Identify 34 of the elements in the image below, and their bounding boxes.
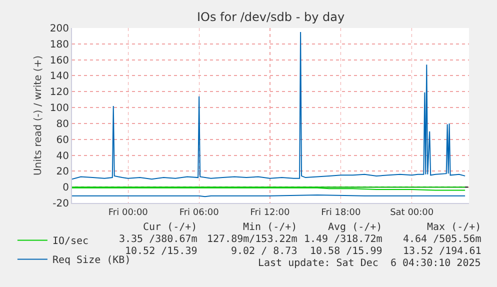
- y-tick-label: 100: [50, 103, 69, 114]
- text: Avg (-/+): [328, 222, 382, 233]
- text: 3.35 /380.67m: [119, 234, 198, 245]
- text: 9.02 / 8.73: [231, 246, 298, 257]
- y-tick-label: 20: [56, 166, 69, 178]
- text: Min (-/+): [243, 222, 298, 233]
- text: 127.89m/153.22m: [207, 234, 298, 245]
- x-tick-label: Fri 00:00: [108, 208, 148, 218]
- y-tick-label: 120: [50, 87, 69, 98]
- x-tick-label: Fri 06:00: [179, 208, 220, 218]
- text: 13.52 /194.61: [403, 246, 482, 257]
- y-axis-title: Units read (-) / write (+): [32, 55, 44, 176]
- y-tick-label: 80: [56, 118, 69, 130]
- y-tick-label: 180: [50, 39, 69, 50]
- y-tick-label: 60: [56, 134, 69, 146]
- y-tick-label: 200: [50, 24, 69, 34]
- x-tick-label: Fri 12:00: [250, 208, 290, 218]
- text: Last update: Sat Dec 6 04:30:10 2025: [258, 258, 481, 269]
- text: Cur (-/+): [143, 222, 198, 233]
- text: Max (-/+): [427, 222, 482, 233]
- y-tick-label: 140: [50, 71, 69, 82]
- text: 4.64 /505.56m: [403, 234, 482, 245]
- text: 10.52 /15.39: [125, 246, 198, 257]
- y-tick-label: -20: [52, 198, 69, 210]
- y-tick-label: 40: [56, 150, 69, 162]
- chart-title: IOs for /dev/sdb - by day: [197, 10, 345, 24]
- legend-label: Req Size (KB): [52, 255, 131, 266]
- legend-label: IO/sec: [52, 236, 89, 248]
- text: 1.49 /318.72m: [304, 234, 382, 245]
- text: 10.58 /15.99: [310, 246, 382, 257]
- x-tick-label: Sat 00:00: [390, 208, 434, 218]
- y-tick-label: 0: [62, 182, 69, 194]
- x-tick-label: Fri 18:00: [321, 208, 361, 218]
- y-tick-label: 160: [50, 55, 69, 66]
